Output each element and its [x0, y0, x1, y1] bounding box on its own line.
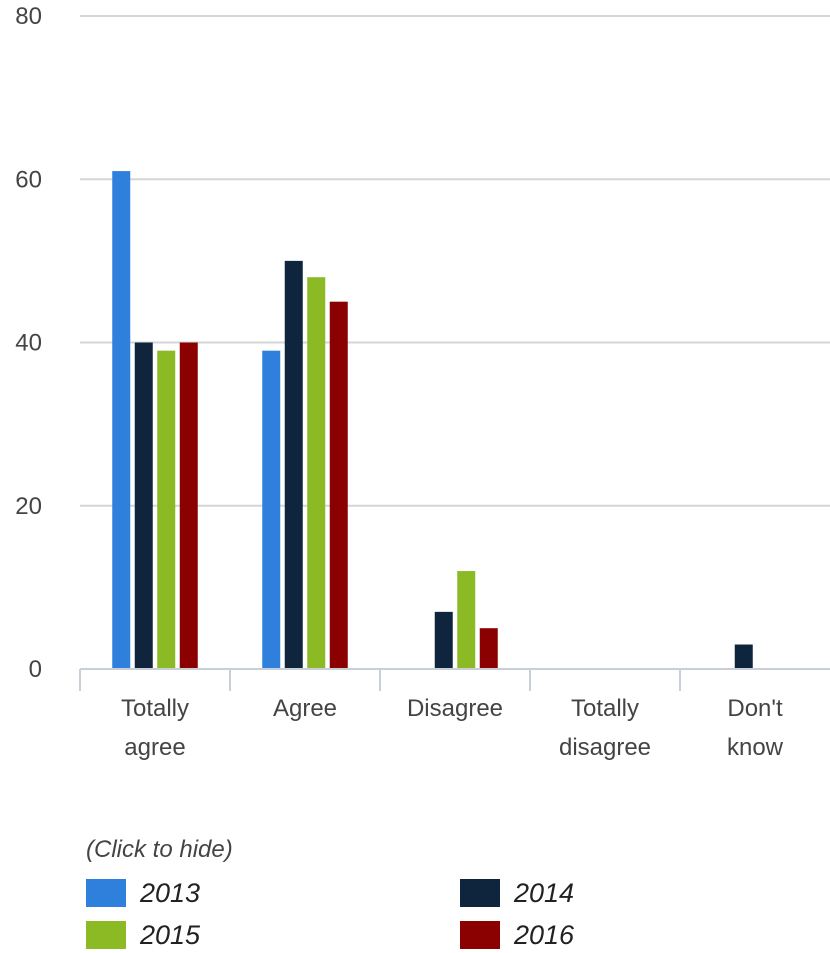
- bars: [112, 171, 753, 669]
- bar-2014-0[interactable]: [134, 342, 153, 670]
- bar-2014-2[interactable]: [434, 611, 453, 669]
- bar-2015-0[interactable]: [157, 350, 176, 669]
- bar-2016-2[interactable]: [479, 628, 498, 669]
- x-tick-label: know: [727, 734, 784, 761]
- bar-2015-1[interactable]: [307, 277, 326, 669]
- legend-hint: (Click to hide): [86, 836, 233, 863]
- y-tick-label: 0: [29, 656, 42, 683]
- y-tick-label: 40: [15, 330, 42, 357]
- bar-2014-4[interactable]: [734, 644, 753, 669]
- legend-item-2014[interactable]: 2014: [460, 876, 760, 910]
- x-tick-label: Don't: [727, 695, 783, 722]
- x-tick-label: agree: [124, 734, 185, 761]
- bar-2015-2[interactable]: [457, 571, 476, 669]
- x-tick-label: Totally: [121, 695, 189, 722]
- legend-item-2013[interactable]: 2013: [86, 876, 460, 910]
- bar-2013-0[interactable]: [112, 171, 131, 669]
- legend: (Click to hide) 2013 2014 2015 2016: [86, 836, 786, 952]
- legend-item-2015[interactable]: 2015: [86, 918, 460, 952]
- legend-label: 2014: [514, 877, 575, 908]
- x-axis: Totally agree Agree Disagree Totally disagree…: [79, 668, 830, 761]
- bar-2016-1[interactable]: [329, 301, 348, 669]
- legend-label: 2016: [514, 919, 575, 950]
- y-tick-label: 80: [15, 3, 42, 30]
- y-tick-label: 60: [15, 166, 42, 193]
- x-tick-label: Agree: [273, 695, 337, 722]
- bar-2016-0[interactable]: [179, 342, 198, 670]
- bar-2014-1[interactable]: [284, 260, 303, 669]
- x-tick-label: disagree: [559, 734, 651, 761]
- x-tick-label: Disagree: [407, 695, 503, 722]
- legend-swatch: [460, 921, 500, 949]
- bar-2013-1[interactable]: [262, 350, 281, 669]
- legend-label: 2015: [140, 919, 201, 950]
- y-axis: 0 20 40 60 80: [15, 3, 42, 683]
- legend-swatch: [460, 879, 500, 907]
- legend-swatch: [86, 921, 126, 949]
- x-tick-label: Totally: [571, 695, 639, 722]
- y-tick-label: 20: [15, 493, 42, 520]
- legend-label: 2013: [140, 877, 201, 908]
- gridlines: [80, 15, 830, 507]
- legend-item-2016[interactable]: 2016: [460, 918, 760, 952]
- legend-swatch: [86, 879, 126, 907]
